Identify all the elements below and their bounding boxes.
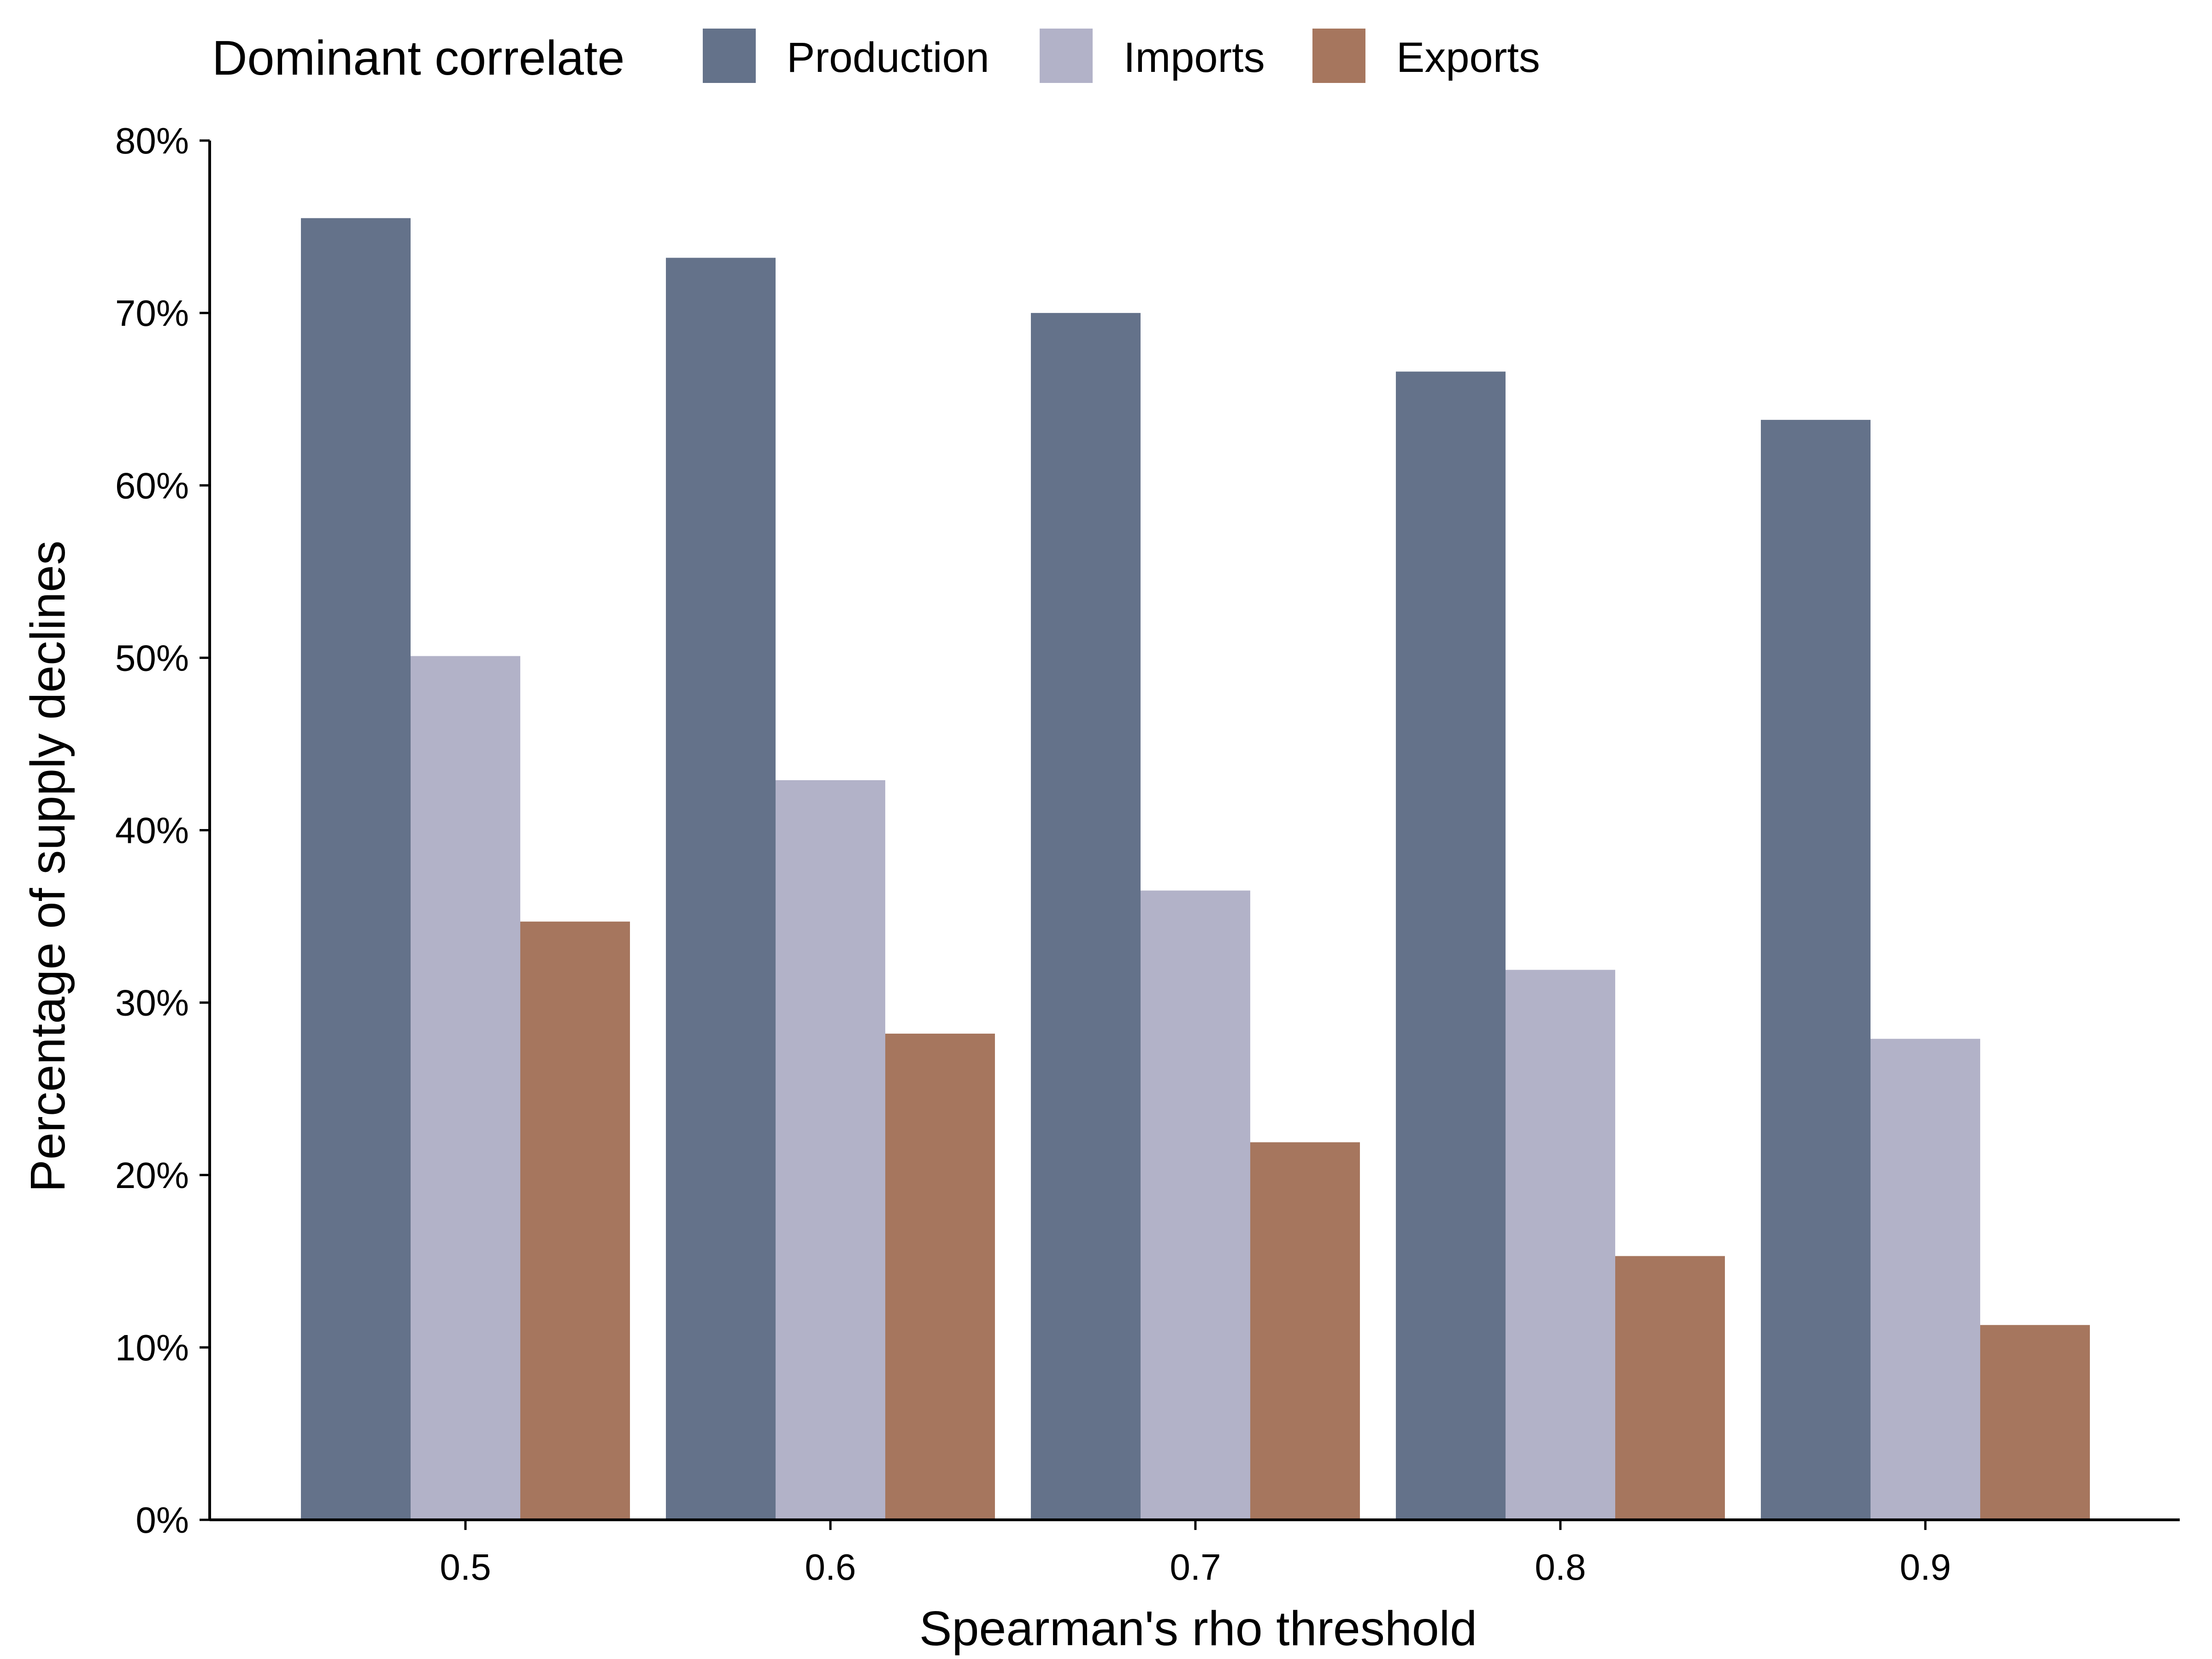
x-tick-label: 0.8 xyxy=(1535,1547,1586,1588)
bar-production-0.7 xyxy=(1031,313,1141,1520)
y-tick-label: 20% xyxy=(115,1155,189,1196)
bars xyxy=(301,218,2090,1520)
y-tick-label: 40% xyxy=(115,810,189,851)
x-tick-label: 0.9 xyxy=(1900,1547,1951,1588)
legend-key-production xyxy=(703,29,756,83)
legend-label-exports: Exports xyxy=(1396,34,1540,81)
bar-exports-0.6 xyxy=(885,1033,995,1520)
bar-exports-0.7 xyxy=(1250,1142,1360,1520)
legend-title: Dominant correlate xyxy=(212,31,625,85)
bar-exports-0.9 xyxy=(1980,1325,2090,1520)
legend-key-exports xyxy=(1312,29,1365,83)
y-axis-title: Percentage of supply declines xyxy=(21,541,75,1192)
bar-production-0.9 xyxy=(1761,420,1871,1520)
y-tick-label: 10% xyxy=(115,1327,189,1368)
x-axis: 0.5 0.6 0.7 0.8 0.9 xyxy=(210,1518,2180,1588)
x-tick-label: 0.7 xyxy=(1170,1547,1221,1588)
legend-label-production: Production xyxy=(787,34,989,81)
y-axis: 0% 10% 20% 30% 40% 50% 60% 70% 80% xyxy=(115,120,211,1541)
bar-production-0.5 xyxy=(301,218,411,1520)
y-tick-label: 80% xyxy=(115,120,189,161)
legend-key-imports xyxy=(1040,29,1093,83)
x-tick-label: 0.6 xyxy=(805,1547,856,1588)
bar-production-0.6 xyxy=(666,258,776,1520)
y-tick-label: 50% xyxy=(115,637,189,678)
x-tick-label: 0.5 xyxy=(440,1547,491,1588)
legend: Dominant correlate Production Imports Expo… xyxy=(212,29,1540,85)
bar-imports-0.7 xyxy=(1141,890,1250,1520)
bar-exports-0.8 xyxy=(1615,1256,1725,1520)
bar-imports-0.5 xyxy=(411,656,520,1520)
bar-imports-0.6 xyxy=(776,780,885,1520)
bar-exports-0.5 xyxy=(520,921,630,1520)
y-tick-label: 60% xyxy=(115,465,189,506)
bar-imports-0.9 xyxy=(1871,1039,1980,1520)
x-axis-title: Spearman's rho threshold xyxy=(919,1601,1477,1656)
bar-imports-0.8 xyxy=(1506,970,1615,1520)
y-tick-label: 0% xyxy=(135,1500,189,1541)
y-tick-label: 70% xyxy=(115,293,189,334)
y-tick-label: 30% xyxy=(115,982,189,1024)
legend-label-imports: Imports xyxy=(1124,34,1265,81)
bar-production-0.8 xyxy=(1396,371,1506,1520)
